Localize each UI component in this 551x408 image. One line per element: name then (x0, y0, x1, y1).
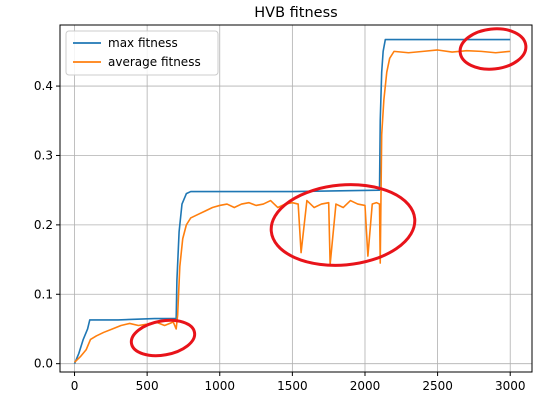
y-tick-label: 0.0 (34, 357, 53, 371)
series-line-max-fitness (73, 38, 511, 364)
x-tick-label: 2500 (422, 379, 453, 393)
axes-frame (59, 24, 533, 373)
x-tick-label: 0 (71, 379, 79, 393)
legend: max fitness average fitness (65, 30, 219, 76)
x-tick-label: 500 (136, 379, 159, 393)
chart-title: HVB fitness (254, 5, 337, 21)
x-ticks: 0 500 1000 1500 2000 2500 3000 (71, 372, 526, 393)
legend-label: max fitness (108, 36, 178, 50)
x-tick-label: 1500 (277, 379, 308, 393)
legend-box (65, 30, 219, 76)
legend-label: average fitness (108, 55, 201, 69)
annotation-circle-late (458, 27, 528, 71)
y-tick-label: 0.3 (34, 148, 53, 162)
y-tick-label: 0.1 (34, 287, 53, 301)
grid (60, 25, 532, 372)
y-tick-label: 0.2 (34, 218, 53, 232)
annotation-layer (129, 27, 528, 358)
x-tick-label: 1000 (204, 379, 235, 393)
annotation-circle-early (129, 318, 197, 358)
x-tick-label: 2000 (350, 379, 381, 393)
y-ticks: 0.0 0.1 0.2 0.3 0.4 (34, 79, 60, 371)
y-tick-label: 0.4 (34, 79, 53, 93)
annotation-circle-middle (269, 183, 417, 267)
x-tick-label: 3000 (495, 379, 526, 393)
